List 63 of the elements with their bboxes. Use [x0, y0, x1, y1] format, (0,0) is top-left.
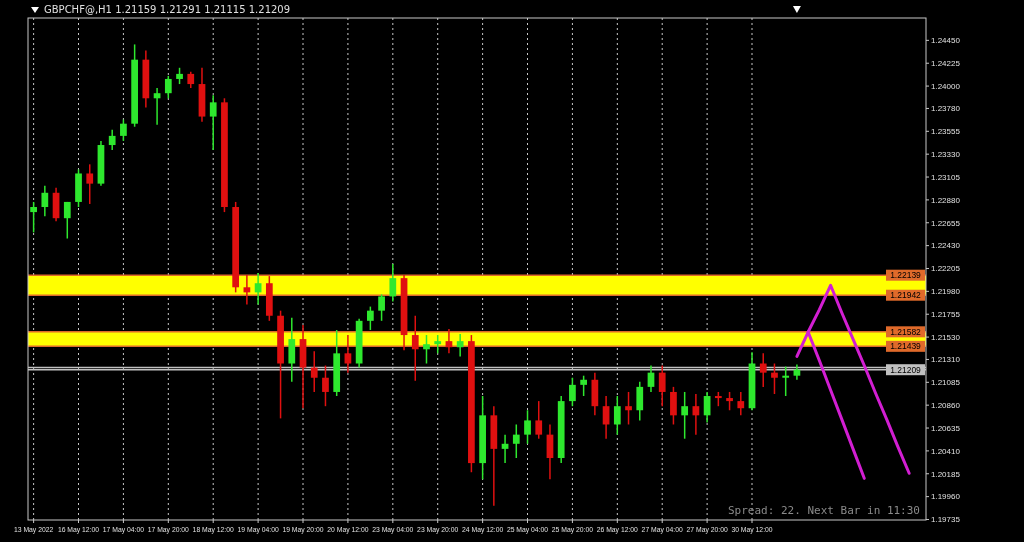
y-tick-label: 1.23330 — [931, 149, 961, 159]
candlestick — [389, 263, 397, 303]
ref-line-label: 1.21942 — [890, 290, 922, 301]
candlestick — [108, 129, 116, 151]
candlestick — [456, 333, 464, 358]
candlestick — [658, 364, 666, 407]
candlestick — [378, 293, 385, 322]
y-tick-label: 1.21310 — [931, 355, 961, 365]
y-tick-label: 1.22205 — [931, 264, 961, 274]
y-tick-label: 1.20410 — [931, 446, 961, 456]
candlestick — [86, 163, 94, 205]
candlestick — [63, 201, 71, 240]
y-tick-label: 1.21755 — [931, 310, 961, 320]
y-tick-label: 1.24000 — [931, 81, 961, 91]
candlestick — [771, 362, 778, 395]
candlestick — [164, 75, 172, 100]
candlestick — [569, 376, 576, 407]
candlestick — [209, 94, 217, 151]
candlestick — [30, 201, 37, 234]
candlestick — [580, 374, 588, 397]
y-tick-label: 1.21980 — [931, 287, 961, 297]
y-tick-label: 1.21530 — [931, 332, 961, 342]
candlestick — [423, 334, 430, 365]
chart-title: GBPCHF@,H1 1.21159 1.21291 1.21115 1.21209 — [44, 4, 291, 15]
candlestick — [524, 409, 531, 445]
candlestick — [411, 314, 419, 382]
y-tick-label: 1.24450 — [931, 36, 961, 46]
y-tick-label: 1.21085 — [931, 378, 961, 388]
y-tick-label: 1.20860 — [931, 400, 961, 410]
y-tick-label: 1.20635 — [931, 423, 961, 433]
annotation: Spread: 22. Next Bar in 11:30 — [727, 504, 920, 517]
ref-line-label: 1.22139 — [890, 270, 922, 281]
candlestick — [726, 391, 733, 411]
candlestick — [613, 395, 621, 436]
y-tick-label: 1.22655 — [931, 218, 961, 228]
candlestick — [759, 352, 767, 388]
candlestick — [535, 400, 543, 440]
candlestick — [120, 118, 127, 142]
y-tick-label: 1.22430 — [931, 241, 961, 251]
y-tick-label: 1.23780 — [931, 104, 961, 114]
y-tick-label: 1.19735 — [931, 515, 961, 525]
candlestick — [41, 184, 49, 217]
ref-line-label: 1.21582 — [890, 326, 922, 337]
ref-line-label: 1.21439 — [890, 341, 922, 352]
candlestick — [434, 334, 442, 355]
candlestick — [512, 423, 520, 459]
candlestick — [782, 365, 790, 397]
candlestick — [344, 334, 352, 374]
ref-line-label: 1.21209 — [890, 364, 922, 375]
y-tick-label: 1.23555 — [931, 127, 961, 137]
candlestick — [681, 391, 689, 440]
candlestick — [310, 350, 318, 393]
y-tick-label: 1.20185 — [931, 469, 961, 479]
candlestick — [322, 364, 329, 407]
y-tick-label: 1.24225 — [931, 59, 961, 69]
candlestick — [367, 305, 374, 331]
candlestick — [670, 386, 677, 426]
candlestick — [737, 391, 745, 417]
candlestick — [636, 381, 644, 422]
y-tick-label: 1.19960 — [931, 492, 961, 502]
candlestick — [625, 391, 632, 426]
y-tick-label: 1.22880 — [931, 195, 961, 205]
y-tick-label: 1.23105 — [931, 172, 961, 182]
